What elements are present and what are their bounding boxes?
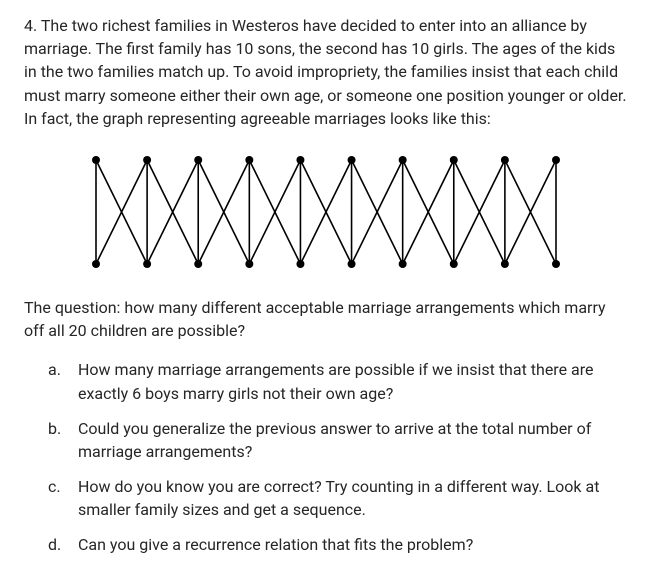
subpart-text: How many marriage arrangements are possi…: [78, 360, 593, 402]
problem-number: 4.: [24, 16, 37, 35]
subpart-marker: c.: [48, 475, 61, 498]
subpart-b: b. Could you generalize the previous ans…: [78, 417, 628, 463]
main-question: The question: how many different accepta…: [24, 296, 628, 342]
subpart-text: Can you give a recurrence relation that …: [78, 535, 473, 554]
problem-intro-text: The two richest families in Westeros hav…: [24, 16, 627, 128]
subpart-marker: d.: [48, 533, 61, 556]
subpart-text: How do you know you are correct? Try cou…: [78, 477, 599, 519]
problem-intro: 4. The two richest families in Westeros …: [24, 14, 628, 130]
subpart-d: d. Can you give a recurrence relation th…: [78, 533, 628, 556]
subpart-marker: b.: [48, 417, 61, 440]
subparts-list: a. How many marriage arrangements are po…: [24, 358, 628, 556]
bipartite-graph: [66, 142, 586, 282]
subpart-a: a. How many marriage arrangements are po…: [78, 358, 628, 404]
subpart-c: c. How do you know you are correct? Try …: [78, 475, 628, 521]
subpart-text: Could you generalize the previous answer…: [78, 419, 591, 461]
subpart-marker: a.: [48, 358, 61, 381]
graph-container: [24, 142, 628, 282]
